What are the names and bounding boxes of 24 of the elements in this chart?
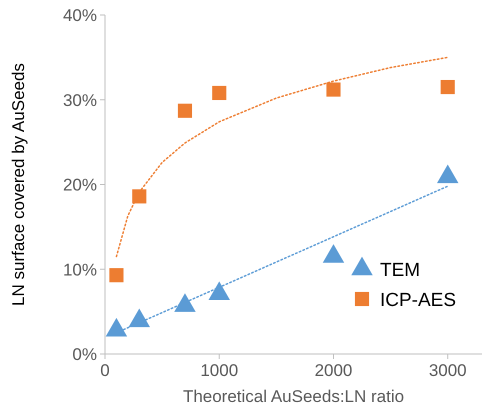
y-tick-label: 30% [62,90,97,110]
point [178,104,192,118]
x-axis-title: Theoretical AuSeeds:LN ratio [182,387,404,406]
line-series [116,56,448,258]
x-tick-label: 1000 [200,361,238,380]
y-axis-title: LN surface covered by AuSeeds [9,63,28,306]
point [326,82,341,97]
point [106,318,128,336]
point [174,293,196,312]
point [322,244,344,263]
x-tick-label: 2000 [314,361,352,380]
point [208,281,230,300]
y-tick-label: 10% [62,260,97,280]
x-tick-label: 0 [100,361,110,380]
point [128,308,150,328]
y-tick-label: 40% [62,6,97,25]
x-tick-label: 3000 [428,361,467,380]
point [212,86,226,100]
legend-label: TEM [380,260,420,281]
legend-label: ICP-AES [380,290,456,311]
y-tick-label: 20% [62,176,97,194]
y-tick-label: 0% [72,345,97,364]
point [132,189,146,204]
point [440,80,455,94]
